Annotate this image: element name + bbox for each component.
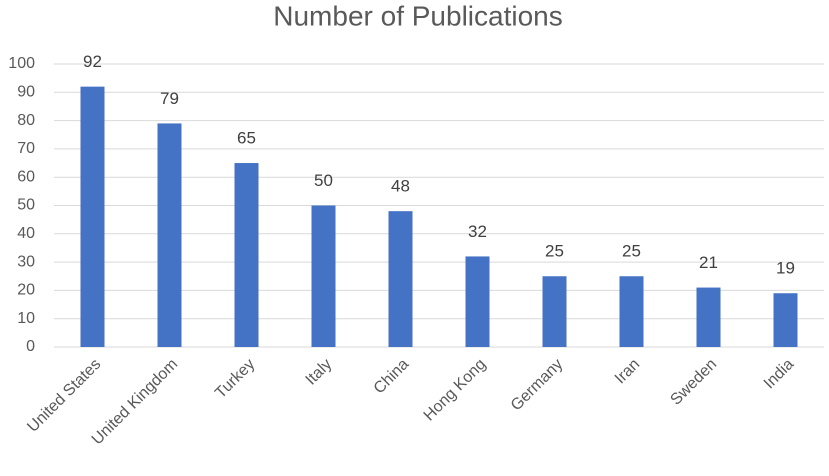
x-tick-label: Italy <box>303 356 336 389</box>
data-label: 25 <box>622 242 641 261</box>
data-label: 32 <box>468 222 487 241</box>
y-tick-label: 100 <box>8 55 35 72</box>
bar <box>388 211 413 347</box>
bar <box>157 123 182 348</box>
x-tick-label: United States <box>24 356 104 436</box>
data-label: 50 <box>314 171 333 190</box>
bar <box>619 276 644 347</box>
y-tick-label: 0 <box>26 338 35 355</box>
y-tick-label: 30 <box>17 253 35 270</box>
bar <box>696 287 721 347</box>
y-tick-label: 60 <box>17 168 35 185</box>
data-label: 21 <box>699 253 718 272</box>
x-tick-label: China <box>371 356 413 398</box>
y-tick-label: 70 <box>17 140 35 157</box>
data-label: 48 <box>391 177 410 196</box>
data-label: 92 <box>83 52 102 71</box>
x-tick-label: Turkey <box>212 356 258 402</box>
x-tick-label: Hong Kong <box>421 356 490 425</box>
bar <box>465 256 490 347</box>
x-tick-label: Sweden <box>667 356 720 409</box>
y-tick-label: 90 <box>17 84 35 101</box>
data-label: 19 <box>776 259 795 278</box>
bar <box>311 205 336 347</box>
y-tick-label: 40 <box>17 225 35 242</box>
bar <box>542 276 567 347</box>
bar <box>80 86 105 347</box>
y-tick-label: 50 <box>17 197 35 214</box>
x-tick-label: United Kingdom <box>89 356 182 449</box>
x-tick-label: Germany <box>508 356 567 415</box>
data-label: 65 <box>237 129 256 148</box>
x-tick-label: India <box>761 356 798 393</box>
y-tick-label: 10 <box>17 310 35 327</box>
y-tick-label: 80 <box>17 112 35 129</box>
bar <box>773 293 798 347</box>
bar <box>234 163 259 347</box>
x-tick-label: Iran <box>612 356 644 388</box>
y-tick-label: 20 <box>17 282 35 299</box>
data-label: 79 <box>160 89 179 108</box>
data-label: 25 <box>545 242 564 261</box>
chart-title: Number of Publications <box>273 0 562 31</box>
